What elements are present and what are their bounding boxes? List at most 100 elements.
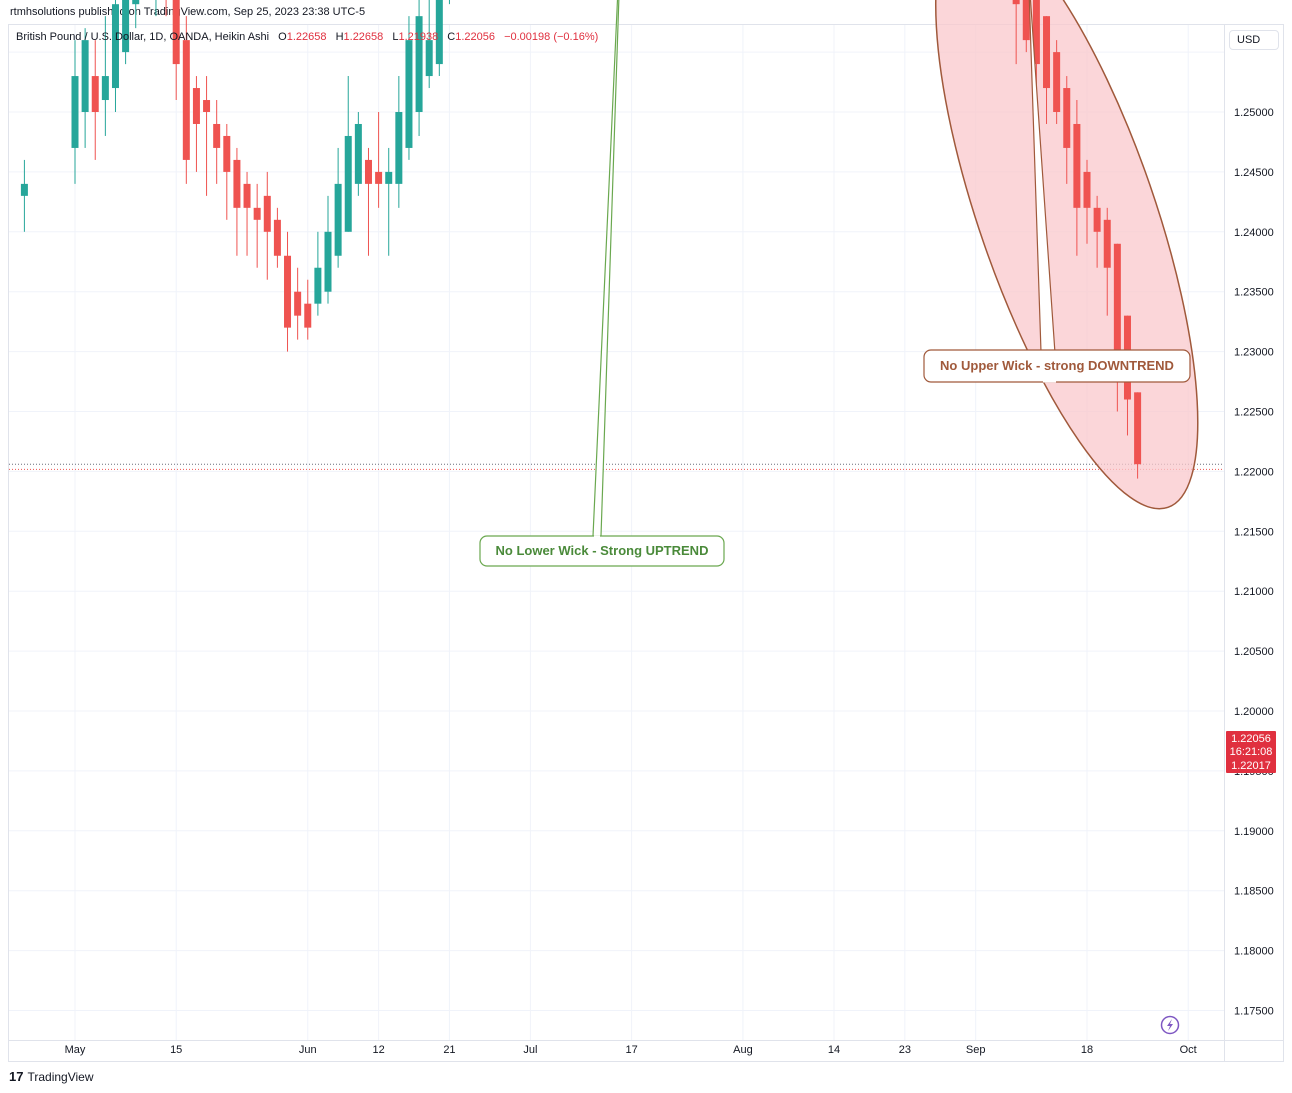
time-tick-label: 23 <box>899 1044 911 1056</box>
uptrend-callout-pointer <box>592 0 620 537</box>
annotation-callouts: No Lower Wick - Strong UPTREND No Upper W… <box>479 0 1191 567</box>
time-axis: May 15 Jun 12 21 Jul 17 Aug 14 23 Sep 18 Oct <box>65 1044 1197 1056</box>
price-tick-label: 1.21000 <box>1234 586 1274 598</box>
price-tick-label: 1.19000 <box>1234 826 1274 838</box>
candle-body <box>284 255 292 328</box>
last-price-label-bg <box>1226 731 1276 773</box>
time-tick-label: Jun <box>299 1044 317 1056</box>
candle-body <box>385 171 393 184</box>
time-tick-label: Jul <box>523 1044 537 1056</box>
tradingview-brand[interactable]: 17 TradingView <box>9 1069 94 1084</box>
candle-body <box>1113 243 1121 376</box>
price-tick-label: 1.25000 <box>1234 107 1274 119</box>
publish-header: rtmhsolutions published on TradingView.c… <box>0 0 1292 24</box>
price-tick-label: 1.20000 <box>1234 706 1274 718</box>
candle-body <box>1053 52 1061 112</box>
time-tick-label: 21 <box>443 1044 455 1056</box>
candle-body <box>91 76 99 112</box>
candle-body <box>81 40 89 113</box>
candle-body <box>172 0 180 65</box>
candle-body <box>1063 88 1071 148</box>
symbol-legend: British Pound / U.S. Dollar, 1D, OANDA, … <box>16 31 598 43</box>
candle-body <box>1093 207 1101 232</box>
time-tick-label: 14 <box>828 1044 840 1056</box>
candle-body <box>405 40 413 148</box>
candle-body <box>344 135 352 232</box>
candle-body <box>435 0 443 65</box>
chart-frame <box>8 24 1284 1062</box>
candle-body <box>354 123 362 184</box>
time-tick-label: May <box>65 1044 86 1056</box>
price-tick-label: 1.17500 <box>1234 1006 1274 1018</box>
time-tick-label: 18 <box>1081 1044 1093 1056</box>
candle-body <box>1083 171 1091 208</box>
price-tick-label: 1.22500 <box>1234 407 1274 419</box>
candle-body <box>20 183 28 196</box>
candle-body <box>223 135 231 172</box>
price-tick-label: 1.18000 <box>1234 946 1274 958</box>
price-tick-label: 1.23500 <box>1234 287 1274 299</box>
open-value: 1.22658 <box>286 31 327 43</box>
price-tick-label: 1.24500 <box>1234 167 1274 179</box>
candle-body <box>101 76 109 101</box>
price-tick-label: 1.24000 <box>1234 227 1274 239</box>
close-label: C <box>447 31 456 43</box>
last-price-label: 1.22017 <box>1231 760 1271 772</box>
candle-body <box>253 207 261 220</box>
price-tick-label: 1.23000 <box>1234 347 1274 359</box>
candle-body <box>1032 0 1040 65</box>
uptrend-callout-box <box>479 535 725 567</box>
candle-body <box>1134 392 1142 465</box>
low-label: L <box>392 31 399 43</box>
price-tick-label: 1.18500 <box>1234 886 1274 898</box>
candle-body <box>192 88 200 124</box>
low-value: 1.21938 <box>398 31 439 43</box>
candle-body <box>203 100 211 112</box>
last-price-label: 1.22056 <box>1231 733 1271 745</box>
candle-body <box>415 16 423 112</box>
downtrend-callout-pointer <box>1028 0 1058 383</box>
candle-body <box>395 112 403 184</box>
candle-body <box>111 4 119 89</box>
candle-body <box>213 123 221 148</box>
symbol-name: British Pound / U.S. Dollar, 1D, OANDA, … <box>16 31 270 43</box>
candle-body <box>233 159 241 208</box>
candle-body <box>263 195 271 232</box>
time-tick-label: Aug <box>733 1044 753 1056</box>
high-label: H <box>335 31 344 43</box>
candle-body <box>1043 16 1051 89</box>
candle-body <box>324 231 332 292</box>
time-tick-label: 15 <box>170 1044 182 1056</box>
price-tick-label: 1.22000 <box>1234 466 1274 478</box>
chart-grid <box>9 25 1283 1061</box>
candle-body <box>132 0 140 5</box>
price-tick-label: 1.20500 <box>1234 646 1274 658</box>
time-tick-label: Sep <box>966 1044 986 1056</box>
candle-body <box>243 183 251 208</box>
candle-body <box>1012 0 1020 5</box>
candle-body <box>71 76 79 148</box>
candle-body <box>1073 123 1081 208</box>
lightning-icon[interactable] <box>1160 1015 1180 1035</box>
candle-body <box>425 40 433 77</box>
downtrend-callout-box <box>923 349 1191 383</box>
candle-body <box>375 171 383 184</box>
open-label: O <box>278 31 287 43</box>
candle-body <box>182 40 190 160</box>
candle-body <box>273 219 281 256</box>
candle-body <box>334 183 342 256</box>
publish-text: rtmhsolutions published on TradingView.c… <box>10 6 366 18</box>
time-tick-label: 12 <box>372 1044 384 1056</box>
time-tick-label: 17 <box>625 1044 637 1056</box>
currency-button[interactable]: USD <box>1229 30 1279 50</box>
time-tick-label: Oct <box>1180 1044 1197 1056</box>
candle-body <box>122 0 130 53</box>
price-tick-label: 1.21500 <box>1234 526 1274 538</box>
close-value: 1.22056 <box>455 31 496 43</box>
brand-name: TradingView <box>27 1070 94 1084</box>
candle-body <box>294 291 302 316</box>
candle-body <box>314 267 322 304</box>
downtrend-callout-text: No Upper Wick - strong DOWNTREND <box>940 358 1174 373</box>
